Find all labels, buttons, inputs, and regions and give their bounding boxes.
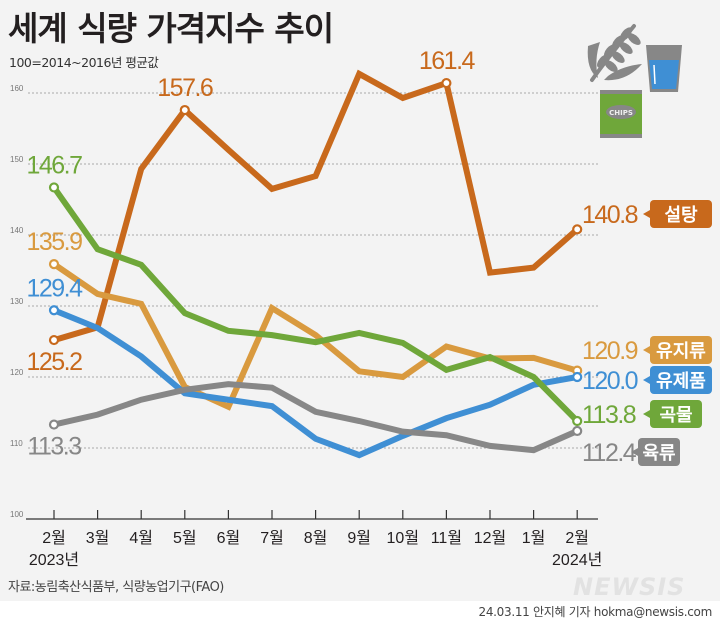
- tag-pointer: [643, 346, 650, 354]
- y-tick-label: 140: [10, 226, 24, 235]
- credit-line: 24.03.11 안지혜 기자 hokma@newsis.com: [478, 605, 712, 619]
- tag-pointer: [631, 448, 638, 456]
- y-tick-label: 100: [10, 510, 24, 519]
- data-point: [441, 77, 452, 89]
- data-label: 135.9: [26, 228, 82, 256]
- x-tick-label: 10월: [387, 529, 420, 547]
- series-line-유제품: [52, 307, 578, 459]
- data-labels: 125.2 157.6 161.4 140.8 설탕 135.9 120.9 유지류 129.4…: [26, 47, 712, 467]
- y-tick-label: 160: [10, 84, 24, 93]
- grid-lines: 100 110 120 130 140 150 160: [10, 84, 600, 519]
- data-label: 120.0: [582, 367, 638, 395]
- data-label: 140.8: [582, 201, 638, 229]
- year-label: 2023년: [29, 551, 79, 569]
- data-point: [48, 182, 60, 193]
- data-label: 157.6: [157, 74, 213, 102]
- legend-tag: [650, 366, 712, 394]
- series-line-곡물: [51, 185, 580, 424]
- x-tick-label: 8월: [304, 529, 328, 547]
- chart-title: 세계 식량 가격지수 추이: [8, 9, 334, 48]
- source-note: 자료:농림축산식품부, 식량농업기구(FAO): [8, 580, 224, 595]
- data-label: 129.4: [26, 274, 83, 302]
- data-point: [572, 415, 583, 427]
- data-point: [48, 419, 60, 430]
- series-lines: [51, 69, 580, 459]
- x-tick-label: 9월: [347, 529, 371, 547]
- legend-tag-label: 곡물: [659, 405, 692, 425]
- legend-tag-label: 유지류: [656, 341, 706, 361]
- data-label: 113.3: [27, 433, 81, 461]
- newsis-watermark: NEWSIS: [573, 573, 686, 601]
- data-label: 161.4: [419, 47, 476, 75]
- series-line-설탕: [53, 69, 580, 343]
- food-icons: CHIPS: [587, 24, 682, 138]
- tag-pointer: [643, 210, 650, 218]
- data-label: 146.7: [26, 151, 82, 179]
- x-tick-label: 7월: [260, 529, 284, 547]
- legend-tag-label: 설탕: [664, 205, 698, 225]
- series-line-육류: [53, 381, 579, 454]
- legend-tag-label: 유제품: [656, 371, 706, 391]
- data-label: 113.8: [582, 401, 636, 429]
- data-point: [572, 425, 583, 437]
- legend-tag: [650, 200, 712, 228]
- y-tick-label: 150: [10, 155, 24, 164]
- tag-pointer: [643, 410, 650, 418]
- chart-subtitle: 100=2014~2016년 평균값: [9, 55, 159, 70]
- x-tick-label: 6월: [217, 529, 241, 547]
- legend-tag: [638, 438, 680, 466]
- x-tick-label: 2월: [42, 529, 66, 547]
- legend-tag: [650, 336, 712, 364]
- series-line-유지류: [52, 261, 579, 411]
- data-point: [572, 371, 583, 383]
- data-point: [48, 259, 60, 270]
- x-tick-label: 4월: [129, 529, 153, 547]
- y-tick-label: 130: [10, 297, 24, 306]
- y-tick-label: 110: [10, 439, 23, 448]
- x-axis: 2월 3월 4월 5월 6월 7월 8월 9월 10월 11월 12월 1월 2월 2023년 2024년: [26, 510, 602, 569]
- x-tick-label: 1월: [522, 529, 546, 547]
- data-label: 112.4: [582, 439, 637, 467]
- data-point: [179, 104, 190, 116]
- data-label: 125.2: [26, 348, 82, 376]
- data-label: 120.9: [582, 337, 638, 365]
- data-point: [48, 305, 60, 316]
- chips-bag-icon: CHIPS: [600, 90, 642, 138]
- x-tick-label: 2월: [565, 529, 589, 547]
- line-chart: 100 110 120 130 140 150 160 2월 3월 4월 5월 6월 7월 8월 9월 10…: [10, 47, 712, 569]
- x-tick-label: 12월: [474, 529, 507, 547]
- x-tick-label: 3월: [86, 529, 110, 547]
- legend-tag: [650, 400, 702, 428]
- x-tick-label: 5월: [173, 529, 197, 547]
- y-tick-label: 120: [10, 368, 24, 377]
- x-tick-label: 11월: [431, 529, 462, 547]
- wheat-icon: [587, 24, 642, 82]
- legend-tag-label: 육류: [642, 443, 675, 463]
- milk-glass-icon: [646, 45, 682, 92]
- year-label: 2024년: [552, 551, 602, 569]
- data-point: [48, 334, 60, 346]
- data-point: [572, 224, 583, 235]
- chips-label: CHIPS: [609, 109, 633, 117]
- tag-pointer: [643, 376, 650, 384]
